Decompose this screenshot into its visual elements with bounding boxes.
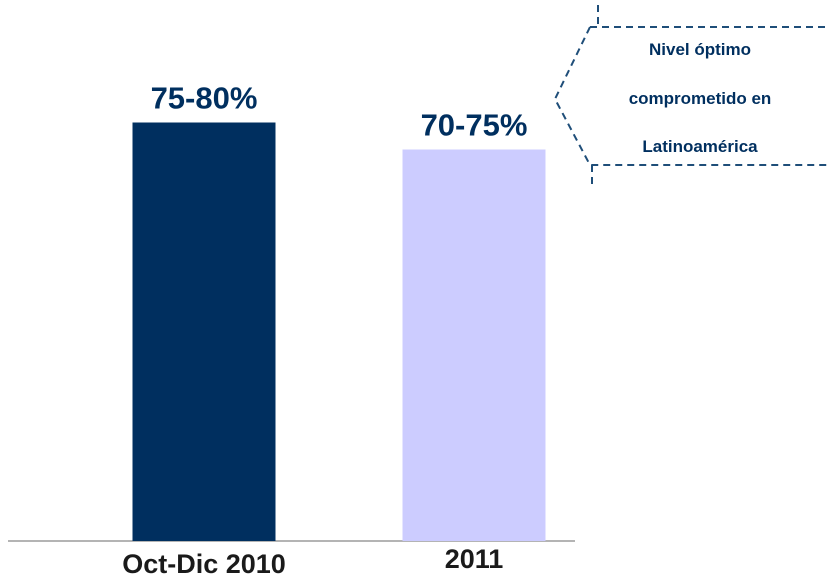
callout-box: Nivel óptimo comprometido en Latinoaméri… [553, 5, 827, 188]
callout-line-1: Nivel óptimo [649, 40, 751, 59]
bar-value-label-2: 70-75% [421, 108, 528, 143]
category-label-1: Oct-Dic 2010 [122, 549, 286, 579]
bar-1 [132, 122, 276, 541]
bars-group [132, 122, 546, 541]
bar-2 [402, 149, 546, 541]
bar-value-label-1: 75-80% [151, 81, 258, 116]
callout-line-3: Latinoamérica [642, 137, 758, 156]
callout-line-2: comprometido en [629, 89, 772, 108]
labels-group: 75-80% Oct-Dic 2010 70-75% 2011 [122, 81, 527, 579]
category-label-2: 2011 [445, 544, 504, 574]
